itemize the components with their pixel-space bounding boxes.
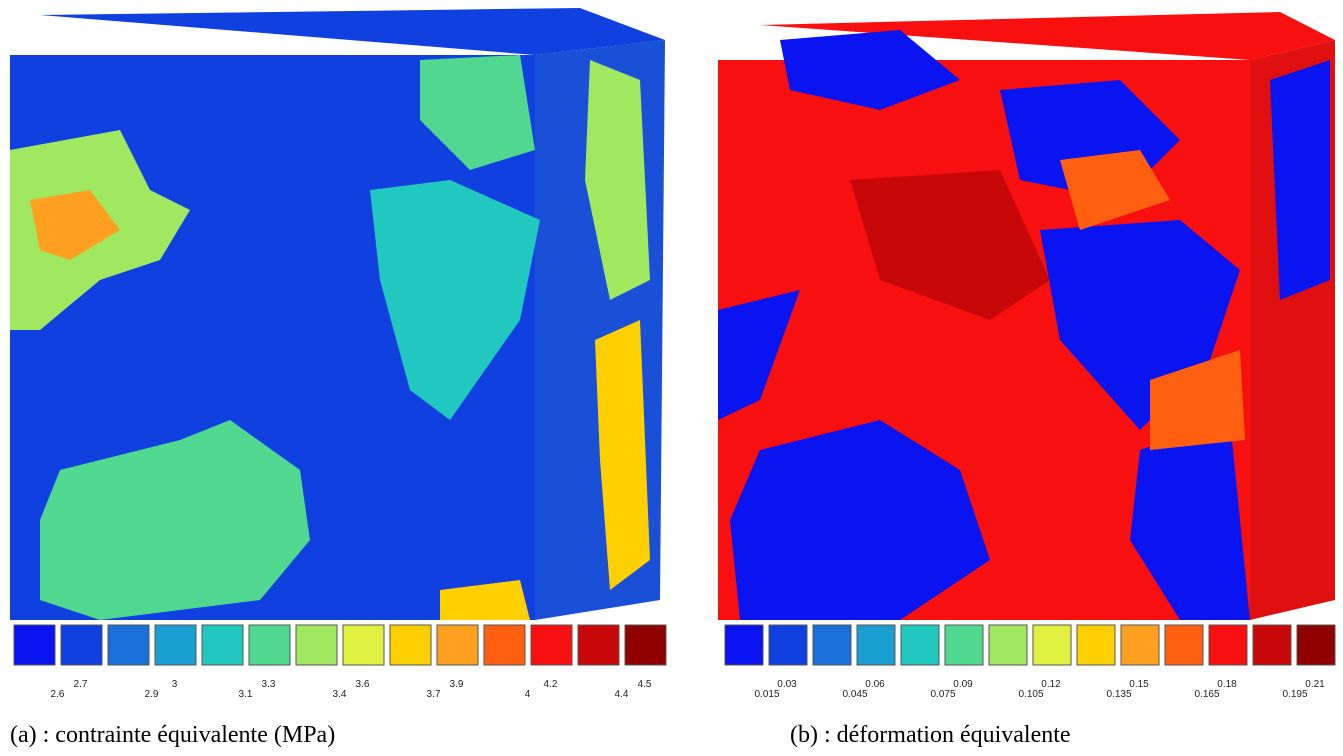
legend-swatch [812, 624, 852, 666]
legend-swatch [988, 624, 1028, 666]
legend-label: 3.9 [450, 679, 464, 690]
legend-swatch [1208, 624, 1248, 666]
legend-label: 0.045 [842, 689, 867, 700]
legend-label: 0.03 [777, 679, 797, 690]
legend-swatch [107, 624, 150, 666]
legend-label: 3.6 [356, 679, 370, 690]
legend-label: 2.9 [145, 689, 159, 700]
legend-label: 0.15 [1129, 679, 1149, 690]
legend-swatch [60, 624, 103, 666]
legend-label: 0.12 [1041, 679, 1061, 690]
legend-swatch [624, 624, 667, 666]
legend-swatch [389, 624, 432, 666]
legend-label: 0.18 [1217, 679, 1237, 690]
legend-swatch [1032, 624, 1072, 666]
legend-swatch [856, 624, 896, 666]
legend-swatch [1076, 624, 1116, 666]
legend-swatch [1252, 624, 1292, 666]
caption: (a) : contrainte équivalente (MPa) [10, 722, 335, 748]
legend-label: 0.09 [953, 679, 973, 690]
legend-swatch [944, 624, 984, 666]
legend-swatch [1164, 624, 1204, 666]
legend-swatch [530, 624, 573, 666]
legend-label: 2.7 [74, 679, 88, 690]
legend-label: 0.075 [930, 689, 955, 700]
legend-label: 3.4 [333, 689, 347, 700]
legend-label: 4.2 [544, 679, 558, 690]
legend-label: 0.195 [1282, 689, 1307, 700]
legend-label: 3 [172, 679, 178, 690]
legend-label: 4.4 [615, 689, 629, 700]
legend-label: 0.21 [1305, 679, 1325, 690]
legend-swatch [201, 624, 244, 666]
legend-swatch [295, 624, 338, 666]
legend-swatch [436, 624, 479, 666]
legend-swatch [1120, 624, 1160, 666]
legend-label: 0.165 [1194, 689, 1219, 700]
legend-swatch [248, 624, 291, 666]
legend-swatch [1296, 624, 1336, 666]
cube-b [718, 12, 1335, 620]
legend-label: 2.6 [51, 689, 65, 700]
legend-label: 3.3 [262, 679, 276, 690]
cube-a [10, 8, 665, 620]
legend-swatch [154, 624, 197, 666]
legend-swatch [577, 624, 620, 666]
legend-swatch [900, 624, 940, 666]
legend-label: 0.135 [1106, 689, 1131, 700]
legend-swatch [768, 624, 808, 666]
caption: (b) : déformation équivalente [790, 722, 1071, 748]
legend-label: 4 [525, 689, 531, 700]
legend-swatch [13, 624, 56, 666]
legend-label: 3.1 [239, 689, 253, 700]
legend-swatch [483, 624, 526, 666]
legend-label: 4.5 [638, 679, 652, 690]
legend-label: 0.06 [865, 679, 885, 690]
legend-label: 0.015 [754, 689, 779, 700]
legend-label: 0.105 [1018, 689, 1043, 700]
legend-swatch [342, 624, 385, 666]
legend-label: 3.7 [427, 689, 441, 700]
legend-swatch [724, 624, 764, 666]
